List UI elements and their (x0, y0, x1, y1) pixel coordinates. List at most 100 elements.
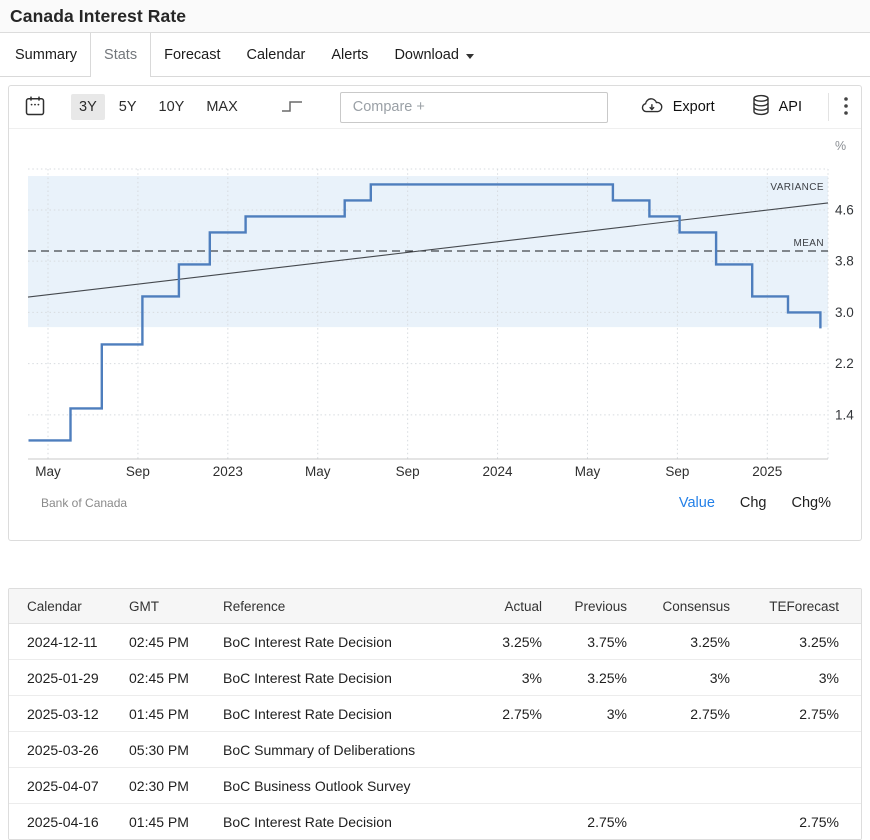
x-tick-label: May (575, 464, 601, 479)
x-tick-label: May (35, 464, 61, 479)
table-row[interactable]: 2025-04-0702:30 PMBoC Business Outlook S… (9, 768, 861, 804)
tab-summary[interactable]: Summary (2, 33, 90, 77)
chart-footer: Bank of Canada Value Chg Chg% (9, 481, 861, 511)
x-tick-label: 2024 (483, 464, 514, 479)
column-header-actual: Actual (452, 589, 542, 624)
export-label: Export (673, 99, 715, 115)
more-options-button[interactable] (843, 95, 849, 120)
table-cell: 2.75% (730, 696, 861, 732)
toolbar-right-group: Export API (639, 93, 849, 121)
toolbar-divider (828, 93, 829, 121)
x-tick-label: 2025 (752, 464, 782, 479)
y-axis-unit-label: % (835, 139, 846, 153)
x-tick-label: May (305, 464, 331, 479)
x-tick-label: Sep (396, 464, 420, 479)
export-button[interactable]: Export (639, 95, 715, 119)
database-icon (751, 94, 771, 120)
range-3y[interactable]: 3Y (71, 94, 105, 120)
table-row[interactable]: 2025-03-1201:45 PMBoC Interest Rate Deci… (9, 696, 861, 732)
chart-panel: 3Y5Y10YMAX Export (8, 85, 862, 541)
table-row[interactable]: 2025-03-2605:30 PMBoC Summary of Deliber… (9, 732, 861, 768)
table-cell (730, 768, 861, 804)
table-cell: 2024-12-11 (9, 624, 111, 660)
table-cell (627, 768, 730, 804)
calendar-icon (23, 94, 47, 121)
table-row[interactable]: 2024-12-1102:45 PMBoC Interest Rate Deci… (9, 624, 861, 660)
x-tick-label: 2023 (213, 464, 243, 479)
table-cell (627, 732, 730, 768)
calendar-table: CalendarGMTReferenceActualPreviousConsen… (9, 589, 861, 839)
column-header-teforecast: TEForecast (730, 589, 861, 624)
table-cell (452, 768, 542, 804)
table-cell: BoC Interest Rate Decision (205, 624, 452, 660)
x-tick-label: Sep (665, 464, 689, 479)
chart-source: Bank of Canada (41, 496, 127, 510)
y-tick-label: 2.2 (835, 356, 854, 371)
table-cell: 3.75% (542, 624, 627, 660)
table-cell: 3% (730, 660, 861, 696)
calendar-table-panel: CalendarGMTReferenceActualPreviousConsen… (8, 588, 862, 840)
tab-alerts[interactable]: Alerts (318, 33, 381, 77)
chevron-down-icon (466, 54, 474, 59)
tab-download[interactable]: Download (381, 33, 487, 77)
table-cell: 3.25% (627, 624, 730, 660)
mode-value[interactable]: Value (679, 495, 715, 511)
table-cell: BoC Interest Rate Decision (205, 696, 452, 732)
mode-chg[interactable]: Chg (740, 495, 767, 511)
table-cell: 01:45 PM (111, 696, 205, 732)
table-cell: 3.25% (730, 624, 861, 660)
x-tick-label: Sep (126, 464, 150, 479)
tab-bar: SummaryStatsForecastCalendarAlertsDownlo… (0, 33, 870, 77)
y-tick-label: 1.4 (835, 407, 854, 422)
api-button[interactable]: API (751, 94, 802, 120)
table-cell: 3.25% (542, 660, 627, 696)
table-cell: BoC Summary of Deliberations (205, 732, 452, 768)
compare-input[interactable] (340, 92, 608, 123)
table-cell: 3% (452, 660, 542, 696)
mean-label: MEAN (794, 238, 825, 249)
table-cell: BoC Business Outlook Survey (205, 768, 452, 804)
mode-chgpct[interactable]: Chg% (792, 495, 832, 511)
range-10y[interactable]: 10Y (151, 94, 193, 120)
table-cell: 2025-01-29 (9, 660, 111, 696)
y-tick-label: 3.0 (835, 305, 854, 320)
page-header: Canada Interest Rate (0, 0, 870, 33)
table-cell: 2025-03-12 (9, 696, 111, 732)
table-cell: 3.25% (452, 624, 542, 660)
table-cell (542, 768, 627, 804)
rate-chart[interactable]: VARIANCE MEAN% 1.4 2.2 3.0 3.8 4.6 May Sep 2023 Ma… (9, 129, 861, 481)
y-tick-label: 3.8 (835, 254, 854, 269)
range-selector: 3Y5Y10YMAX (71, 94, 246, 120)
table-cell: 2025-04-07 (9, 768, 111, 804)
range-5y[interactable]: 5Y (111, 94, 145, 120)
variance-band (28, 176, 828, 327)
column-header-previous: Previous (542, 589, 627, 624)
table-cell: 02:45 PM (111, 660, 205, 696)
variance-label: VARIANCE (770, 182, 824, 193)
date-range-picker-button[interactable] (23, 94, 47, 121)
table-cell: 2025-03-26 (9, 732, 111, 768)
table-cell: 2.75% (627, 696, 730, 732)
chart-toolbar: 3Y5Y10YMAX Export (9, 86, 861, 129)
table-row[interactable]: 2025-01-2902:45 PMBoC Interest Rate Deci… (9, 660, 861, 696)
table-cell: 05:30 PM (111, 732, 205, 768)
table-cell (452, 732, 542, 768)
table-cell: 3% (627, 660, 730, 696)
tab-stats[interactable]: Stats (90, 33, 151, 77)
column-header-consensus: Consensus (627, 589, 730, 624)
table-cell (542, 732, 627, 768)
tab-calendar[interactable]: Calendar (234, 33, 319, 77)
table-cell (730, 732, 861, 768)
kebab-icon (843, 95, 849, 120)
chart-mode-switcher: Value Chg Chg% (679, 495, 831, 511)
tab-forecast[interactable]: Forecast (151, 33, 233, 77)
cloud-download-icon (639, 95, 665, 119)
table-cell: 02:45 PM (111, 624, 205, 660)
column-header-reference: Reference (205, 589, 452, 624)
table-cell: 3% (542, 696, 627, 732)
table-cell: BoC Interest Rate Decision (205, 660, 452, 696)
range-max[interactable]: MAX (198, 94, 245, 120)
table-cell: 2.75% (452, 696, 542, 732)
step-chart-type-button[interactable] (280, 97, 304, 118)
y-tick-label: 4.6 (835, 202, 854, 217)
